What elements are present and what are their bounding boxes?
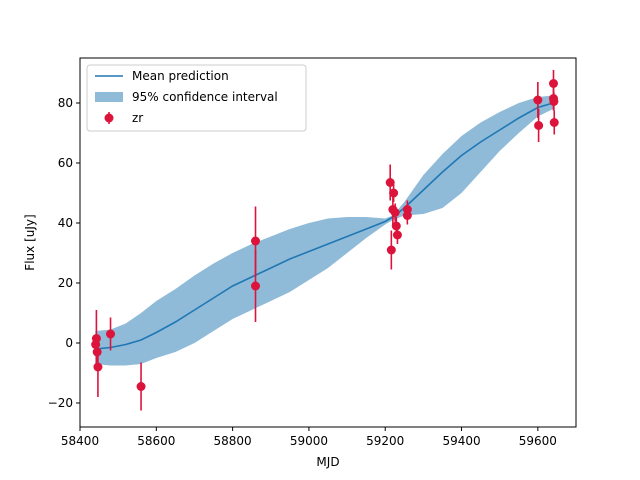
data-point bbox=[106, 329, 116, 339]
data-point bbox=[385, 178, 395, 187]
x-tick-label: 59200 bbox=[366, 434, 404, 448]
legend: Mean prediction 95% confidence interval zr bbox=[86, 64, 307, 132]
plot-frame bbox=[79, 57, 577, 428]
x-tick-label: 59000 bbox=[290, 434, 328, 448]
mean-prediction-line bbox=[95, 102, 554, 350]
y-tick-label: 60 bbox=[58, 156, 73, 170]
data-point bbox=[136, 382, 146, 391]
x-tick-label: 59400 bbox=[442, 434, 480, 448]
confidence-band bbox=[95, 95, 554, 366]
plot-area bbox=[91, 70, 559, 411]
x-tick-label: 58600 bbox=[137, 434, 175, 448]
legend-label: zr bbox=[132, 111, 143, 125]
data-point bbox=[391, 221, 401, 231]
data-point bbox=[389, 188, 399, 198]
data-point bbox=[251, 236, 261, 246]
data-point bbox=[93, 362, 103, 372]
data-point bbox=[548, 79, 558, 88]
y-tick-label: 80 bbox=[58, 96, 73, 110]
axes: 58400 58600 58800 59000 59200 59400 59600 −20 0 2… bbox=[23, 57, 577, 469]
data-point bbox=[390, 208, 400, 217]
data-point bbox=[549, 97, 559, 106]
y-axis-label: Flux [uJy] bbox=[23, 214, 37, 270]
y-tick-label: 0 bbox=[65, 336, 73, 350]
legend-band-swatch bbox=[95, 92, 123, 102]
data-point bbox=[251, 281, 261, 291]
x-axis-label: MJD bbox=[316, 455, 339, 469]
legend-box bbox=[86, 64, 307, 132]
x-tick-label: 58800 bbox=[214, 434, 252, 448]
legend-label: Mean prediction bbox=[132, 69, 229, 83]
x-tick-label: 58400 bbox=[61, 434, 99, 448]
data-point bbox=[386, 245, 396, 255]
y-tick-label: 40 bbox=[58, 216, 73, 230]
data-point bbox=[533, 95, 543, 105]
legend-point-swatch bbox=[104, 113, 114, 123]
y-tick-label: −20 bbox=[48, 396, 73, 410]
data-point bbox=[392, 230, 402, 240]
x-tick-label: 59600 bbox=[519, 434, 557, 448]
data-point bbox=[402, 211, 412, 220]
data-point bbox=[549, 118, 559, 127]
legend-label: 95% confidence interval bbox=[132, 90, 278, 104]
data-point bbox=[534, 121, 544, 130]
data-point bbox=[91, 334, 101, 343]
y-tick-label: 20 bbox=[58, 276, 73, 290]
